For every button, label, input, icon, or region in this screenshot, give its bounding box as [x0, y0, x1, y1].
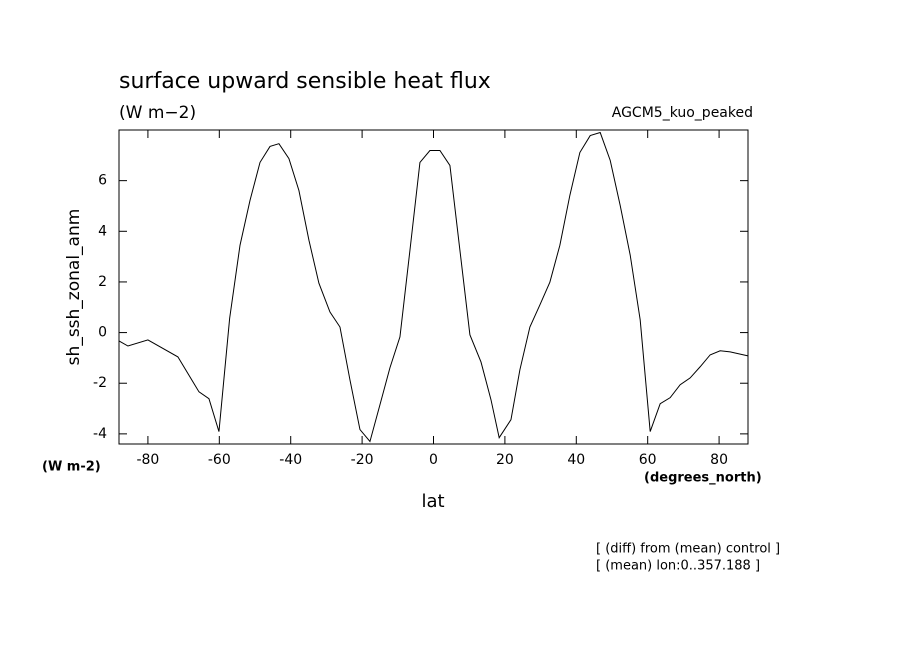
x-tick-label: 0	[429, 452, 438, 468]
y-tick-label: 4	[98, 223, 107, 239]
y-tick-label: 6	[98, 173, 107, 189]
y-axis-label: sh_ssh_zonal_anm	[64, 209, 84, 366]
plot-frame	[118, 129, 749, 445]
x-axis-label: lat	[421, 491, 444, 512]
y-units: (W m-2)	[42, 460, 101, 475]
x-units: (degrees_north)	[644, 471, 762, 486]
x-tick-label: 80	[710, 452, 728, 468]
note: [ (diff) from (mean) control ]	[596, 542, 780, 557]
x-tick-label: -60	[208, 452, 231, 468]
data-line	[118, 131, 749, 443]
y-tick-label: -2	[93, 375, 107, 391]
x-tick-label: -80	[136, 452, 159, 468]
x-tick-label: 40	[567, 452, 585, 468]
subtitle: (W m−2)	[119, 103, 196, 123]
y-tick-label: 0	[98, 325, 107, 341]
x-tick-label: -40	[279, 452, 302, 468]
x-tick-label: -20	[351, 452, 374, 468]
y-tick-label: -4	[93, 426, 107, 442]
chart-title: surface upward sensible heat flux	[119, 69, 491, 94]
y-tick-label: 2	[98, 274, 107, 290]
note: [ (mean) lon:0..357.188 ]	[596, 559, 760, 574]
x-tick-label: 20	[496, 452, 514, 468]
x-tick-label: 60	[639, 452, 657, 468]
annotation: AGCM5_kuo_peaked	[612, 105, 753, 121]
